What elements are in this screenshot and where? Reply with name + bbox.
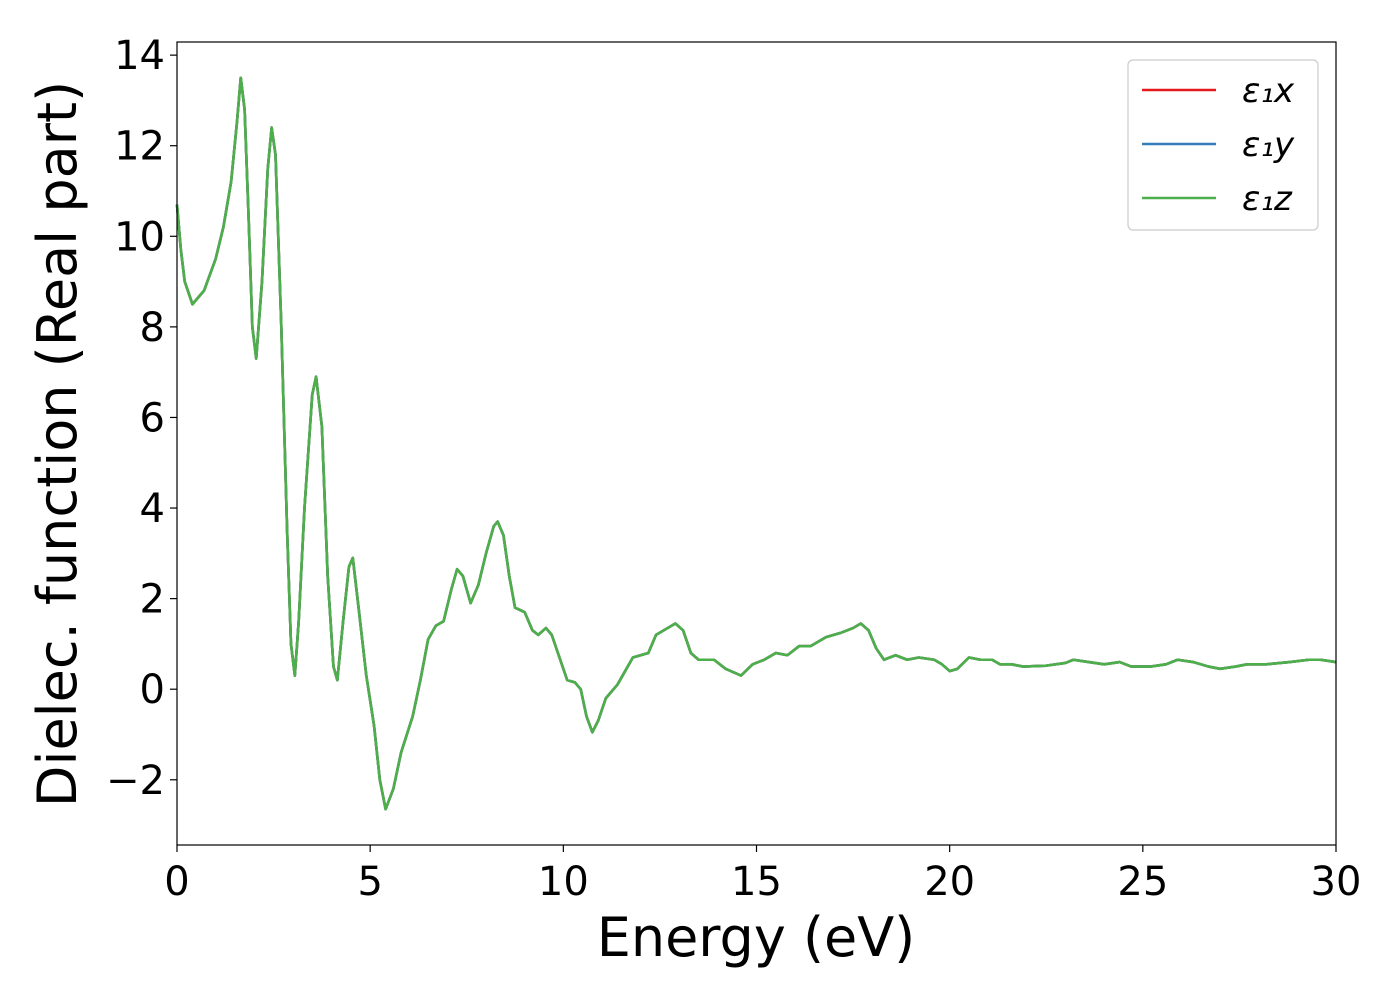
legend-box (1127, 59, 1319, 231)
x-tick-label: 25 (1117, 859, 1168, 905)
x-tick-label: 0 (164, 859, 189, 905)
legend-label: ε₁y (1242, 125, 1295, 165)
y-tick-label: 2 (140, 577, 165, 623)
x-tick-label: 5 (357, 859, 382, 905)
y-tick-label: 4 (140, 486, 165, 532)
y-tick-label: 8 (140, 305, 165, 351)
legend-label: ε₁z (1242, 179, 1293, 219)
y-tick-label: 12 (114, 124, 165, 170)
legend-label: ε₁x (1242, 71, 1295, 111)
series-line (175, 76, 1337, 811)
y-tick-label: 6 (140, 395, 165, 441)
y-tick-label: 10 (114, 214, 165, 260)
x-axis-label: Energy (eV) (597, 906, 916, 969)
x-tick-label: 10 (538, 859, 589, 905)
plot-frame (176, 41, 1337, 846)
y-tick-label: 14 (114, 33, 165, 79)
y-tick-label: −2 (106, 758, 165, 804)
x-tick-label: 20 (924, 859, 975, 905)
y-tick-label: 0 (140, 667, 165, 713)
y-axis-label: Dielec. function (Real part) (26, 81, 89, 807)
x-tick-label: 30 (1311, 859, 1362, 905)
x-tick-label: 15 (731, 859, 782, 905)
